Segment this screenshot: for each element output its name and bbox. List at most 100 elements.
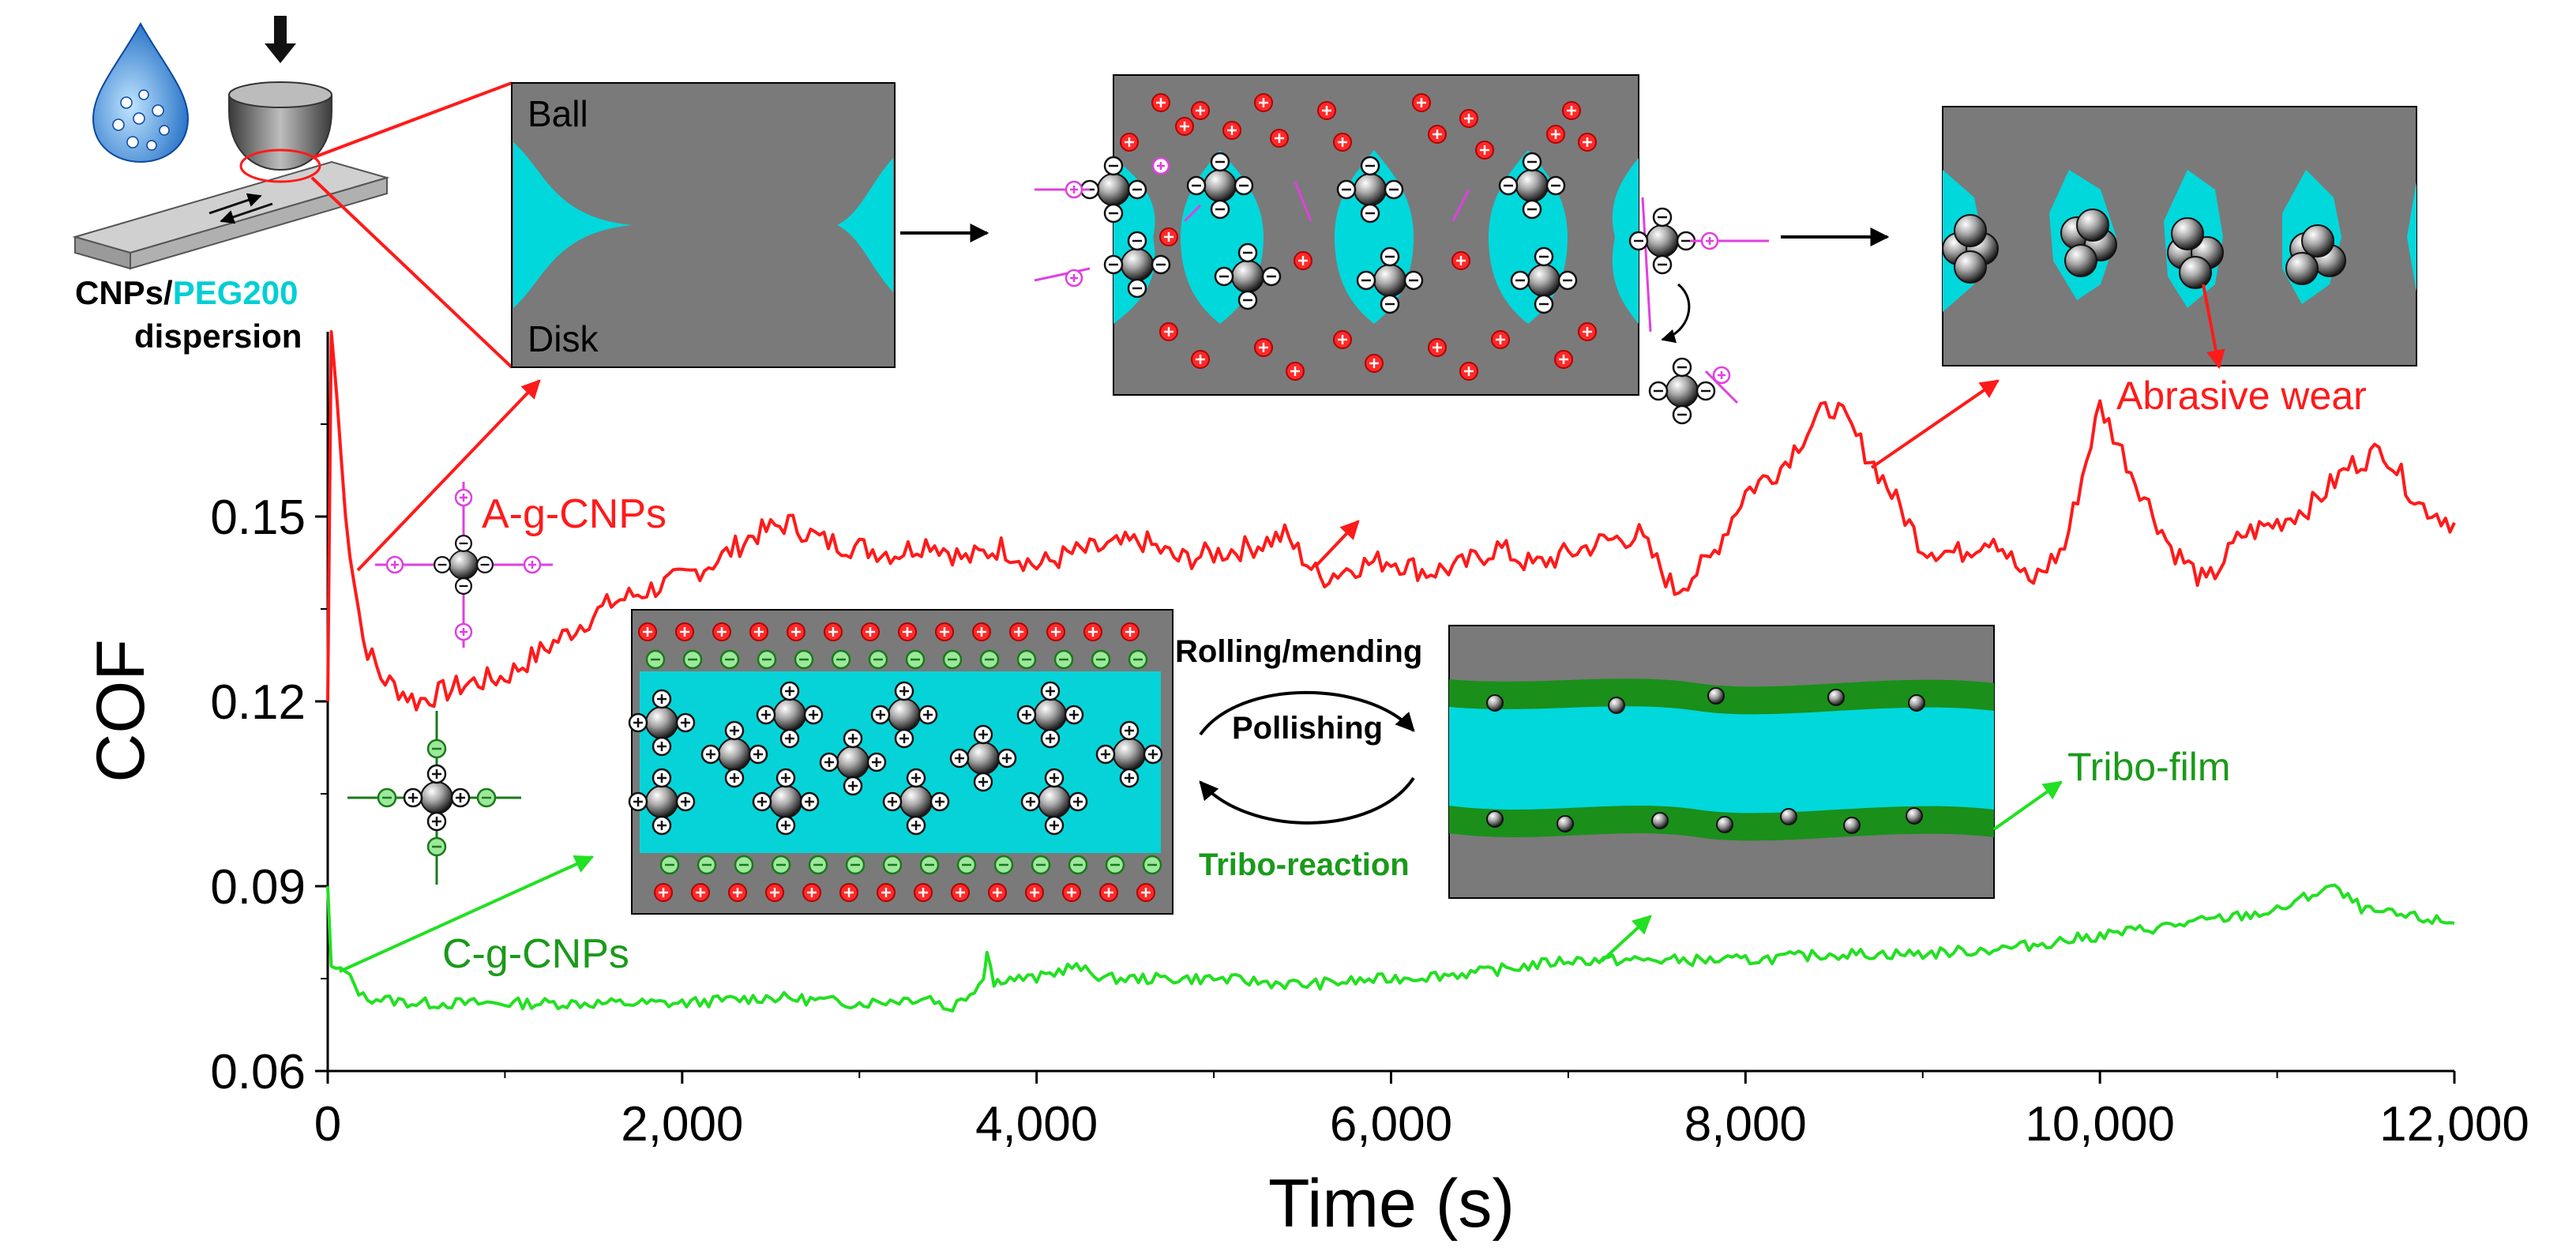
cation-marker <box>1253 92 1274 113</box>
anion-marker <box>771 855 791 875</box>
cation-marker <box>1285 361 1305 381</box>
cation-marker <box>712 622 732 642</box>
tribo-reaction-label: Tribo-reaction <box>1199 847 1410 882</box>
cation-marker <box>1411 92 1432 113</box>
cation-marker <box>1332 132 1353 152</box>
cation-marker <box>1174 116 1195 137</box>
anion-marker <box>645 649 666 670</box>
cycle-arrow-top <box>1199 690 1415 736</box>
cation-marker <box>764 882 785 903</box>
pointer-arrow-a-right <box>1870 379 2000 469</box>
cation-marker <box>913 882 933 903</box>
panel-c-contact <box>629 609 1173 915</box>
cation-marker <box>674 622 695 642</box>
anion-marker <box>757 649 777 670</box>
anion-marker <box>1016 649 1037 670</box>
cation-marker <box>1024 882 1045 903</box>
x-tick-label: 8,000 <box>1684 1097 1807 1152</box>
abrasive-wear-label: Abrasive wear <box>2116 374 2367 418</box>
cation-marker <box>1098 882 1119 903</box>
anion-marker <box>1091 649 1111 670</box>
panel-a-contact <box>1034 74 1652 396</box>
y-tick-label: 0.12 <box>210 675 306 730</box>
anion-marker <box>1053 649 1074 670</box>
cation-marker <box>1364 353 1384 374</box>
x-tick-label: 2,000 <box>621 1097 743 1152</box>
cation-marker <box>1553 349 1574 370</box>
detached-particle <box>1630 209 1769 423</box>
cation-marker <box>802 882 822 903</box>
anion-marker <box>1142 855 1162 875</box>
y-ticks: 0.06 0.09 0.12 0.15 <box>210 423 328 1099</box>
series-a-label: A-g-CNPs <box>482 491 667 537</box>
cation-marker <box>1190 100 1211 121</box>
cation-marker <box>1332 329 1353 350</box>
anion-marker <box>905 649 926 670</box>
down-arrow-icon <box>265 16 296 63</box>
cation-marker <box>1459 108 1479 129</box>
cation-marker <box>1427 124 1448 145</box>
ball-label: Ball <box>528 93 588 134</box>
cation-marker <box>1293 250 1313 271</box>
droplet-bubbles <box>112 89 170 151</box>
rolling-mending-label: Rolling/mending <box>1175 634 1422 669</box>
cation-marker <box>1269 128 1290 148</box>
cnps-label: CNPs/PEG200 <box>75 274 298 311</box>
x-tick-label: 4,000 <box>975 1097 1098 1152</box>
tribo-film-pointer <box>1992 780 2063 831</box>
cation-marker <box>1158 227 1179 247</box>
anion-marker <box>1068 855 1088 875</box>
anion-marker <box>956 855 977 875</box>
series-line-a-g-cnps <box>326 330 2456 712</box>
x-tick-label: 10,000 <box>2025 1097 2175 1152</box>
cation-marker <box>749 622 769 642</box>
anion-marker <box>919 855 940 875</box>
ball-holder <box>228 94 332 171</box>
cation-marker <box>1061 882 1082 903</box>
anion-marker <box>719 649 740 670</box>
anion-marker <box>979 649 1000 670</box>
anion-marker <box>1128 649 1148 670</box>
anion-marker <box>868 649 888 670</box>
y-tick-label: 0.15 <box>210 490 306 545</box>
cation-marker <box>897 622 918 642</box>
anion-marker <box>1105 855 1125 875</box>
y-tick-label: 0.09 <box>210 860 306 915</box>
anion-marker <box>682 649 703 670</box>
series-c-annotation: C-g-CNPs <box>339 711 629 977</box>
cation-marker <box>1316 100 1337 121</box>
panel-ball-disk: Ball Disk <box>511 82 896 368</box>
cation-marker <box>971 622 992 642</box>
x-tick-label: 0 <box>314 1097 341 1152</box>
cation-marker <box>1577 132 1598 152</box>
cation-marker <box>1577 321 1598 342</box>
magenta-chains <box>1034 181 1652 333</box>
cation-marker <box>1136 882 1156 903</box>
cation-marker <box>690 882 711 903</box>
cation-marker <box>653 882 674 903</box>
cation-marker <box>1545 124 1566 145</box>
anion-marker <box>734 855 754 875</box>
contact-zone <box>239 148 321 183</box>
cation-marker <box>934 622 955 642</box>
cation-marker <box>637 622 658 642</box>
tribometer-schematic: CNPs/PEG200 dispersion <box>72 16 390 355</box>
cation-marker <box>727 882 748 903</box>
cation-marker <box>1083 622 1103 642</box>
anion-marker <box>845 855 866 875</box>
cation-marker <box>1490 329 1511 350</box>
cation-marker <box>1158 321 1179 342</box>
pointer-arrow-a-mid <box>1313 520 1360 569</box>
anion-marker <box>697 855 717 875</box>
x-ticks: 0 2,000 4,000 6,000 8,000 10,000 12,000 <box>314 1071 2529 1152</box>
cation-marker <box>1222 120 1242 141</box>
cation-marker <box>1046 622 1066 642</box>
cation-marker <box>876 882 896 903</box>
mechanism-cycle: Rolling/mending Pollishing Tribo-reactio… <box>1175 634 1422 882</box>
anion-marker <box>882 855 903 875</box>
anion-marker <box>831 649 851 670</box>
cation-marker <box>1459 361 1479 381</box>
cation-marker <box>860 622 881 642</box>
cation-marker <box>823 622 843 642</box>
